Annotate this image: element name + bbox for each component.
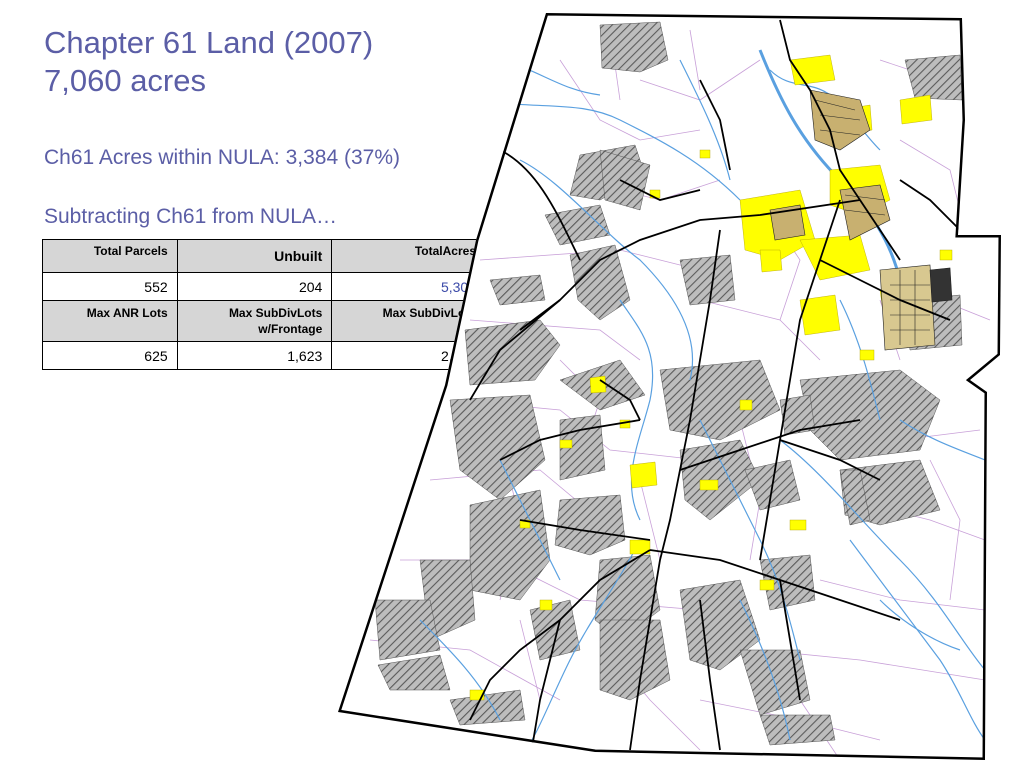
table-row: 625 1,623 2,407 — [42, 341, 486, 370]
table-cell: 625 — [42, 341, 178, 370]
header-cell: TotalAcres — [331, 239, 486, 273]
parcel-stats-table: Total Parcels Unbuilt TotalAcres 552 204… — [42, 239, 486, 370]
town-center-parcels — [769, 89, 953, 351]
slide-title: Chapter 61 Land (2007) 7,060 acres — [44, 24, 373, 100]
table-cell: 552 — [42, 272, 178, 301]
chapter61-parcels — [374, 21, 963, 746]
table-cell: 204 — [176, 272, 333, 301]
header-cell: Unbuilt — [176, 239, 333, 273]
table-row: 552 204 5,307 — [42, 272, 486, 301]
header-cell: Max ANR Lots — [42, 300, 178, 342]
table-header-row: Total Parcels Unbuilt TotalAcres — [42, 239, 486, 273]
map-content — [338, 13, 1001, 760]
town-parcel-map — [338, 13, 1001, 760]
ch61-nula-stat: Ch61 Acres within NULA: 3,384 (37%) — [44, 146, 401, 169]
header-cell: Total Parcels — [42, 239, 178, 273]
subtracting-caption: Subtracting Ch61 from NULA… — [44, 205, 337, 228]
roads — [469, 19, 961, 760]
table-cell: 1,623 — [176, 341, 333, 370]
title-line-2: 7,060 acres — [44, 63, 206, 98]
title-line-1: Chapter 61 Land (2007) — [44, 25, 374, 60]
header-cell: Max SubDivLots w/Frontage — [176, 300, 333, 342]
